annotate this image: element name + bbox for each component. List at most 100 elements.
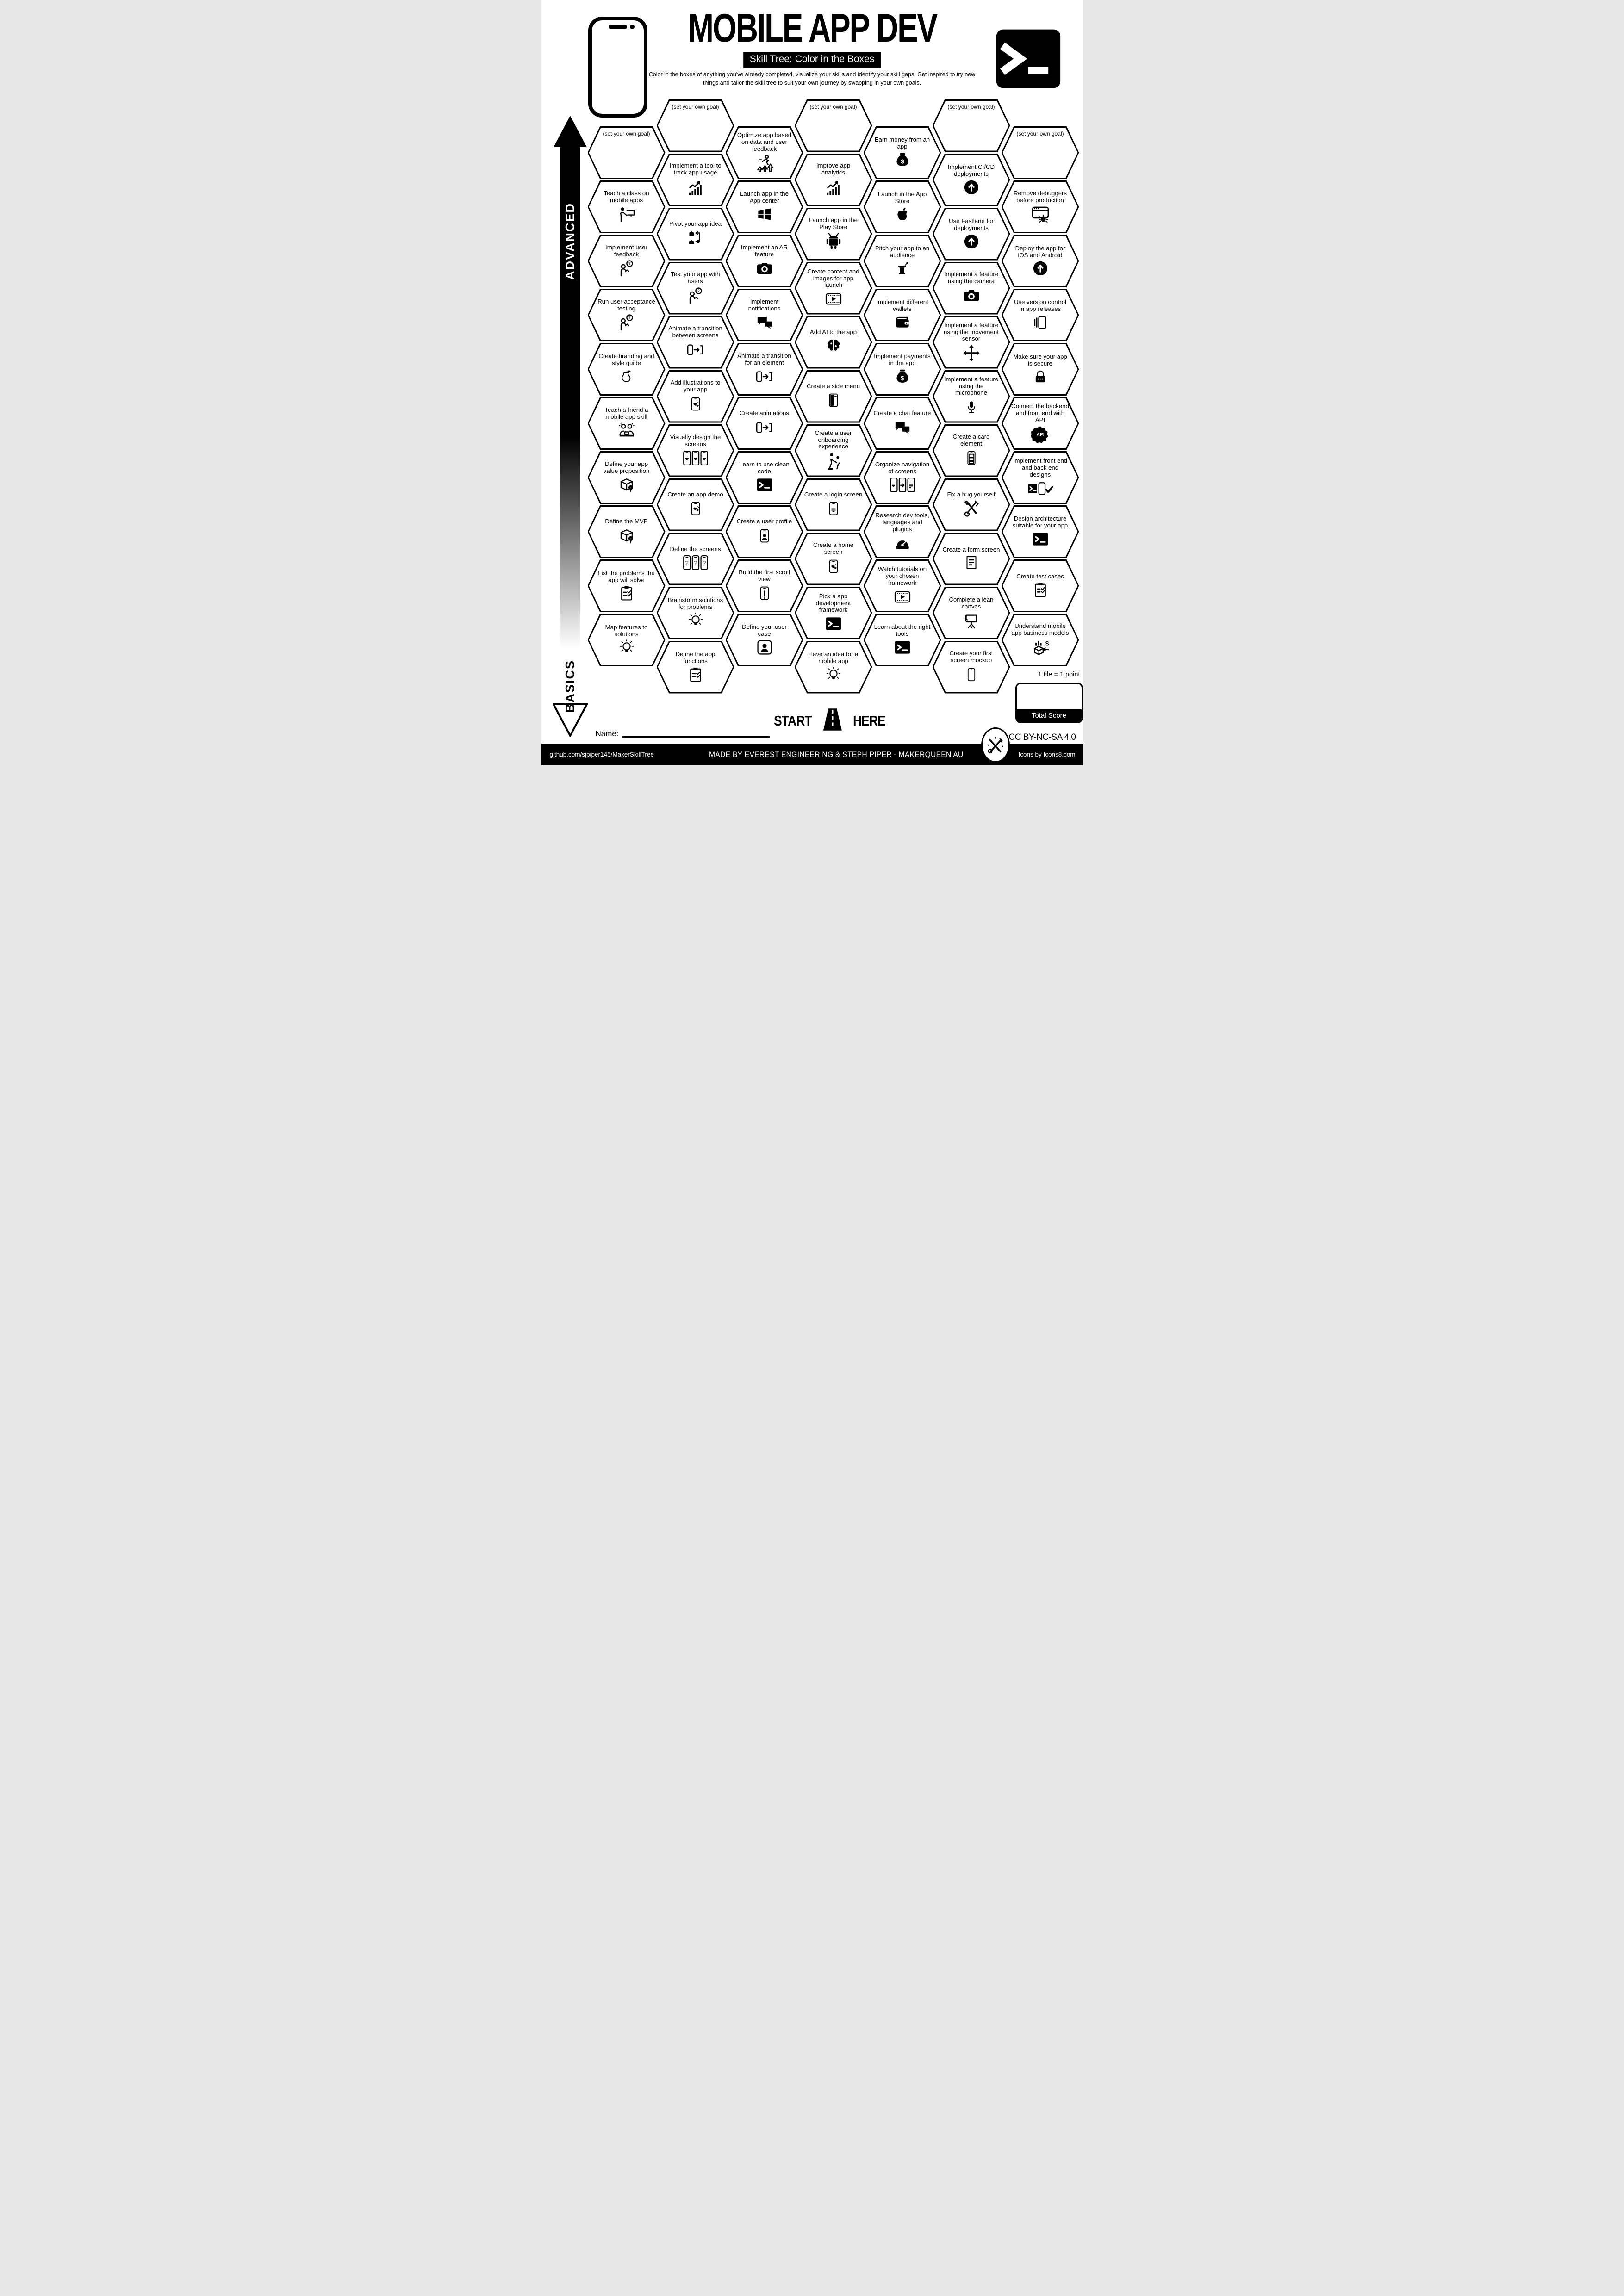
hex-create-a-chat-feature[interactable]: Create a chat feature <box>863 397 941 450</box>
hex-remove-debuggers-before-production[interactable]: Remove debuggers before production <box>1001 180 1079 233</box>
chat-double-icon <box>893 418 912 437</box>
hex-create-your-first-screen-mockup[interactable]: Create your first screen mockup <box>932 640 1010 694</box>
hex-create-a-login-screen[interactable]: Create a login screen <box>794 478 872 531</box>
hex-use-fastlane-for-deployments[interactable]: Use Fastlane for deployments <box>932 207 1010 261</box>
hex-create-a-user-onboarding-experience[interactable]: Create a user onboarding experience <box>794 424 872 477</box>
hex-build-the-first-scroll-view[interactable]: Build the first scroll view <box>725 559 803 612</box>
mic-icon <box>964 398 978 416</box>
hex-test-your-app-with-users[interactable]: Test your app with users? <box>656 261 734 315</box>
hex-fix-a-bug-yourself[interactable]: Fix a bug yourself <box>932 478 1010 531</box>
hex-have-an-idea-for-a-mobile-app[interactable]: Have an idea for a mobile app <box>794 640 872 694</box>
hex-create-animations[interactable]: Create animations <box>725 397 803 450</box>
hex-create-branding-and-style-guide[interactable]: Create branding and style guide <box>587 343 666 396</box>
hex-label: Create a home screen <box>813 541 854 555</box>
hex-optimize-app-based-on-data-and-user-feedba[interactable]: Optimize app based on data and user feed… <box>725 126 803 179</box>
hex-pitch-your-app-to-an-audience[interactable]: Pitch your app to an audience <box>863 235 941 287</box>
hex-improve-app-analytics[interactable]: Improve app analytics <box>794 153 872 206</box>
hex-animate-a-transition-for-an-element[interactable]: Animate a transition for an element <box>725 343 803 396</box>
hex-visually-design-the-screens[interactable]: Visually design the screens <box>656 424 734 477</box>
svg-text:?: ? <box>694 560 697 567</box>
hex-implement-an-ar-feature[interactable]: Implement an AR feature <box>725 235 803 287</box>
hex-set-your-own-goal[interactable]: (set your own goal) <box>587 126 666 179</box>
hex-teach-a-class-on-mobile-apps[interactable]: Teach a class on mobile apps <box>587 180 666 233</box>
hex-launch-in-the-app-store[interactable]: Launch in the App Store <box>863 180 941 233</box>
hex-organize-navigation-of-screens[interactable]: Organize navigation of screens <box>863 451 941 504</box>
hex-label: Research dev tools, languages and plugin… <box>875 512 929 533</box>
hex-define-the-screens[interactable]: Define the screens??? <box>656 532 734 585</box>
hex-brainstorm-solutions-for-problems[interactable]: Brainstorm solutions for problems <box>656 586 734 639</box>
hex-pivot-your-app-idea[interactable]: Pivot your app idea <box>656 207 734 261</box>
hex-earn-money-from-an-app[interactable]: Earn money from an app $ <box>863 126 941 179</box>
phone-stack-icon <box>1032 314 1049 331</box>
hex-define-your-app-value-proposition[interactable]: Define your app value proposition ✓ <box>587 451 666 504</box>
terminal-icon <box>756 476 773 494</box>
hex-implement-different-wallets[interactable]: Implement different wallets <box>863 289 941 341</box>
hex-create-a-side-menu[interactable]: Create a side menu <box>794 370 872 423</box>
hex-label: (set your own goal) <box>603 130 650 137</box>
hex-map-features-to-solutions[interactable]: Map features to solutions <box>587 614 666 666</box>
bulb-icon <box>687 612 704 629</box>
hex-understand-mobile-app-business-models[interactable]: Understand mobile app business models $ <box>1001 614 1079 666</box>
hex-complete-a-lean-canvas[interactable]: Complete a lean canvas <box>932 586 1010 639</box>
hex-create-an-app-demo[interactable]: Create an app demo <box>656 478 734 531</box>
hex-implement-ci-cd-deployments[interactable]: Implement CI/CD deployments <box>932 153 1010 206</box>
hex-define-the-mvp[interactable]: Define the MVP ✓ <box>587 505 666 558</box>
hex-set-your-own-goal[interactable]: (set your own goal) <box>656 99 734 152</box>
hex-connect-the-backend-and-front-end-with-api[interactable]: Connect the backend and front end with A… <box>1001 397 1079 450</box>
hex-pick-a-app-development-framework[interactable]: Pick a app development framework <box>794 586 872 639</box>
hex-set-your-own-goal[interactable]: (set your own goal) <box>932 99 1010 152</box>
hex-make-sure-your-app-is-secure[interactable]: Make sure your app is secure <box>1001 343 1079 396</box>
hex-label: Pivot your app idea <box>669 220 722 227</box>
hex-implement-front-end-and-back-end-designs[interactable]: Implement front end and back end designs <box>1001 451 1079 504</box>
hex-create-a-form-screen[interactable]: Create a form screen <box>932 532 1010 585</box>
hex-implement-a-feature-using-the-microphone[interactable]: Implement a feature using the microphone <box>932 370 1010 423</box>
hex-launch-app-in-the-play-store[interactable]: Launch app in the Play Store <box>794 207 872 261</box>
hex-watch-tutorials-on-your-chosen-framework[interactable]: Watch tutorials on your chosen framework <box>863 559 941 612</box>
hex-implement-notifications[interactable]: Implement notifications <box>725 289 803 341</box>
hex-animate-a-transition-between-screens[interactable]: Animate a transition between screens <box>656 316 734 369</box>
hex-create-content-and-images-for-app-launch[interactable]: Create content and images for app launch <box>794 261 872 315</box>
hex-list-the-problems-the-app-will-solve[interactable]: List the problems the app will solve <box>587 559 666 612</box>
hex-create-test-cases[interactable]: Create test cases <box>1001 559 1079 612</box>
hex-define-the-app-functions[interactable]: Define the app functions <box>656 640 734 694</box>
hex-label: Implement CI/CD deployments <box>947 163 995 177</box>
runner-arrows-icon <box>755 154 774 174</box>
hex-design-architecture-suitable-for-your-app[interactable]: Design architecture suitable for your ap… <box>1001 505 1079 558</box>
hex-create-a-card-element[interactable]: Create a card element <box>932 424 1010 477</box>
footer-repo-link[interactable]: github.com/sjpiper145/MakerSkillTree <box>549 751 654 758</box>
hex-implement-user-feedback[interactable]: Implement user feedback? <box>587 235 666 287</box>
name-field[interactable]: Name: <box>596 729 770 738</box>
hex-create-a-home-screen[interactable]: Create a home screen <box>794 532 872 585</box>
hex-learn-to-use-clean-code[interactable]: Learn to use clean code <box>725 451 803 504</box>
window-bug-icon <box>1031 205 1050 223</box>
hex-create-a-user-profile[interactable]: Create a user profile <box>725 505 803 558</box>
hex-teach-a-friend-a-mobile-app-skill[interactable]: Teach a friend a mobile app skill <box>587 397 666 450</box>
hex-define-your-user-case[interactable]: Define your user case <box>725 614 803 666</box>
name-input-line[interactable] <box>622 736 770 738</box>
hex-implement-a-tool-to-track-app-usage[interactable]: Implement a tool to track app usage <box>656 153 734 206</box>
money-bag-icon: $ <box>894 368 911 385</box>
hex-launch-app-in-the-app-center[interactable]: Launch app in the App center <box>725 180 803 233</box>
gauge-icon <box>893 534 912 551</box>
hex-label: List the problems the app will solve <box>598 569 655 583</box>
hex-use-version-control-in-app-releases[interactable]: Use version control in app releases <box>1001 289 1079 341</box>
hex-label: Implement a feature using the camera <box>944 271 999 285</box>
hex-implement-payments-in-the-app[interactable]: Implement payments in the app $ <box>863 343 941 396</box>
hex-label: Implement user feedback <box>605 243 647 258</box>
hex-set-your-own-goal[interactable]: (set your own goal) <box>794 99 872 152</box>
circle-up-icon <box>963 233 980 250</box>
hex-add-illustrations-to-your-app[interactable]: Add illustrations to your app <box>656 370 734 423</box>
hex-run-user-acceptance-testing[interactable]: Run user acceptance testing? <box>587 289 666 341</box>
hex-implement-a-feature-using-the-camera[interactable]: Implement a feature using the camera <box>932 261 1010 315</box>
hex-label: Animate a transition between screens <box>668 325 722 339</box>
total-score-box[interactable]: Total Score <box>1015 683 1083 723</box>
axis-label-advanced: ADVANCED <box>563 202 577 280</box>
hex-add-ai-to-the-app[interactable]: Add AI to the app <box>794 316 872 369</box>
footer-icons-credit[interactable]: Icons by Icons8.com <box>1018 751 1076 758</box>
hex-deploy-the-app-for-ios-and-android[interactable]: Deploy the app for iOS and Android <box>1001 235 1079 287</box>
hex-label: Create an app demo <box>667 490 723 498</box>
hex-set-your-own-goal[interactable]: (set your own goal) <box>1001 126 1079 179</box>
hex-learn-about-the-right-tools[interactable]: Learn about the right tools <box>863 614 941 666</box>
hex-implement-a-feature-using-the-movement-sen[interactable]: Implement a feature using the movement s… <box>932 316 1010 369</box>
hex-research-dev-tools-languages-and-plugins[interactable]: Research dev tools, languages and plugin… <box>863 505 941 558</box>
